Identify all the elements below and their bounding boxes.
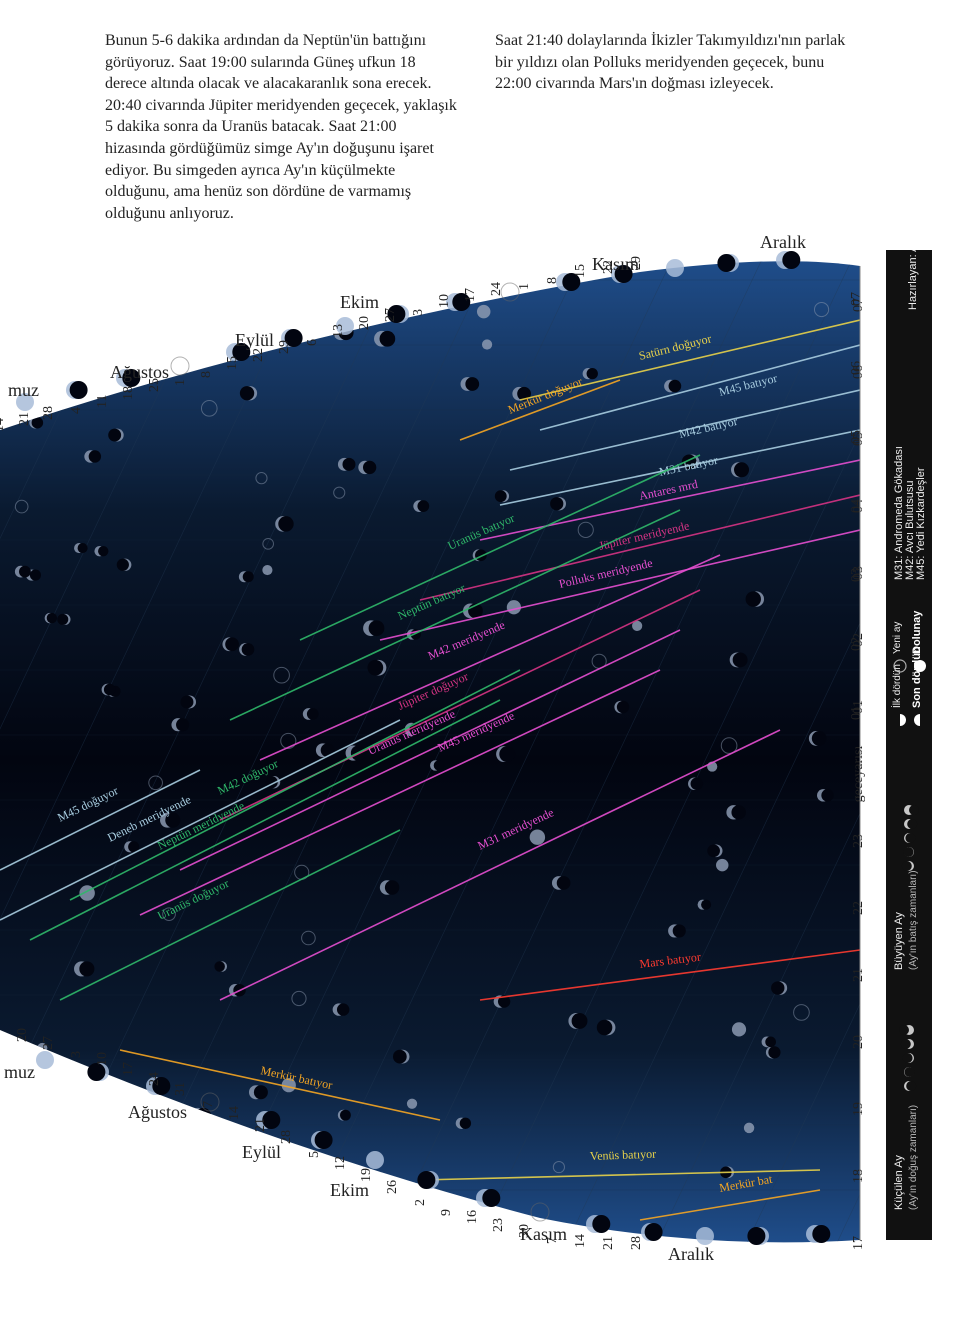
legend-panel: Hazırlayan: Atakan GürkanM31: Andromeda …	[886, 250, 932, 1240]
day-label-bottom: 14	[227, 1106, 242, 1120]
day-label-bottom: 10	[95, 1052, 110, 1066]
day-label-top: 1	[173, 379, 188, 386]
day-label-top: 15	[573, 264, 588, 278]
sky-chart: Satürn doğuyorM45 batıyorM42 batıyorM31 …	[0, 0, 960, 1337]
hour-label: 06	[851, 365, 866, 379]
hour-label: 18	[851, 1169, 866, 1183]
month-label-top: Aralık	[760, 232, 806, 252]
month-label-bottom: Ağustos	[128, 1102, 187, 1122]
hour-label: 22	[851, 901, 866, 915]
day-label-bottom: 17	[121, 1062, 136, 1076]
day-label-bottom: 3	[69, 1051, 84, 1058]
day-label-bottom: 14	[573, 1234, 588, 1248]
hour-label: 20	[851, 1035, 866, 1049]
svg-text:Son dördün: Son dördün	[911, 646, 923, 708]
hour-label: 07	[851, 298, 866, 312]
day-label-top: 3	[411, 309, 426, 316]
day-label-top: 24	[489, 282, 504, 296]
day-label-top: 22	[251, 348, 266, 362]
page-root: Bunun 5-6 dakika ardından da Neptün'ün b…	[0, 0, 960, 1337]
sky-svg: Satürn doğuyorM45 batıyorM42 batıyorM31 …	[0, 0, 960, 1337]
svg-text:(Ay'ın batış zamanları): (Ay'ın batış zamanları)	[908, 870, 919, 970]
day-label-bottom: 16	[465, 1210, 480, 1224]
day-label-bottom: 19	[359, 1168, 374, 1182]
day-label-bottom: 30	[517, 1224, 532, 1238]
day-label-bottom: 12	[333, 1156, 348, 1170]
day-label-bottom: 9	[439, 1209, 454, 1216]
hour-label: 17	[851, 1236, 866, 1250]
day-label-top: 21	[17, 412, 32, 426]
month-label-bottom: Ekim	[330, 1180, 369, 1200]
hour-label: 01	[851, 700, 866, 714]
legend-object: M45: Yedi Kızkardeşler	[915, 467, 927, 580]
day-label-bottom: 28	[629, 1236, 644, 1250]
month-label-top: muz	[8, 380, 39, 400]
day-label-top: 18	[121, 386, 136, 400]
day-label-bottom: 20	[15, 1028, 30, 1042]
day-label-top: 8	[545, 277, 560, 284]
hour-label: 03	[851, 566, 866, 580]
day-label-bottom: 27	[41, 1036, 56, 1050]
day-label-top: 25	[147, 378, 162, 392]
day-label-top: 11	[95, 395, 110, 408]
day-label-top: 10	[437, 294, 452, 308]
month-label-top: Eylül	[235, 330, 274, 350]
svg-text:(Ay'ın doğuş zamanları): (Ay'ın doğuş zamanları)	[908, 1105, 919, 1210]
day-label-bottom: 7	[201, 1101, 216, 1108]
legend-svg: Hazırlayan: Atakan GürkanM31: Andromeda …	[886, 250, 932, 1240]
day-label-bottom: 31	[173, 1082, 188, 1096]
hour-label: 02	[851, 633, 866, 647]
day-label-bottom: 26	[385, 1180, 400, 1194]
day-label-bottom: 7	[545, 1237, 560, 1244]
month-label-bottom: muz	[4, 1062, 35, 1082]
day-label-top: 4	[69, 407, 84, 414]
day-label-top: 13	[331, 324, 346, 338]
day-label-top: 29	[277, 340, 292, 354]
hour-label: 04	[851, 499, 866, 513]
day-label-top: 15	[225, 356, 240, 370]
day-label-bottom: 23	[491, 1218, 506, 1232]
day-label-top: 20	[357, 316, 372, 330]
day-label-top: 6	[305, 339, 320, 346]
hour-label: geceyarısı	[851, 746, 866, 803]
day-label-top: 8	[199, 371, 214, 378]
month-label-bottom: Aralık	[668, 1244, 714, 1264]
legend-credit: Hazırlayan: Atakan Gürkan	[907, 250, 919, 310]
day-label-top: 17	[463, 288, 478, 302]
day-label-bottom: 24	[147, 1072, 162, 1086]
day-label-bottom: 28	[279, 1130, 294, 1144]
svg-text:Yeni ay: Yeni ay	[892, 622, 903, 654]
hour-label: 19	[851, 1102, 866, 1116]
day-label-top: 1	[517, 283, 532, 290]
month-label-bottom: Eylül	[242, 1142, 281, 1162]
day-label-top: 28	[41, 406, 56, 420]
hour-label: 21	[851, 968, 866, 982]
hour-label: 05	[851, 432, 866, 446]
day-label-bottom: 21	[253, 1118, 268, 1132]
day-label-top: 27	[383, 308, 398, 322]
day-label-top: 29	[629, 256, 644, 270]
day-label-bottom: 13	[0, 1022, 4, 1036]
month-label-top: Ekim	[340, 292, 379, 312]
day-label-bottom: 5	[307, 1151, 322, 1158]
svg-text:Büyüyen Ay: Büyüyen Ay	[893, 912, 905, 970]
day-label-bottom: 2	[413, 1199, 428, 1206]
hour-label: 23	[851, 834, 866, 848]
day-label-top: 22	[601, 260, 616, 274]
svg-text:İlk dördün: İlk dördün	[890, 664, 903, 708]
track-label: Venüs batıyor	[590, 1147, 657, 1163]
day-label-bottom: 21	[601, 1236, 616, 1250]
svg-text:Küçülen Ay: Küçülen Ay	[893, 1155, 905, 1210]
day-label-top: 14	[0, 418, 7, 432]
